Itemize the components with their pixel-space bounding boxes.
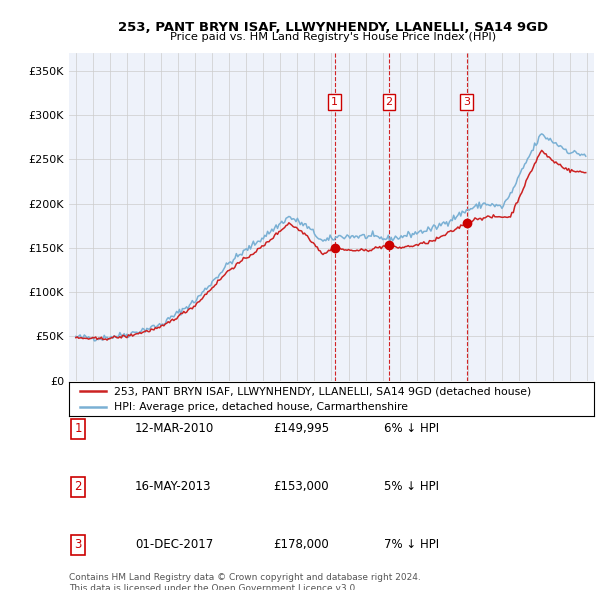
Text: 253, PANT BRYN ISAF, LLWYNHENDY, LLANELLI, SA14 9GD (detached house): 253, PANT BRYN ISAF, LLWYNHENDY, LLANELL…	[113, 386, 531, 396]
Text: £153,000: £153,000	[273, 480, 329, 493]
Text: 1: 1	[331, 97, 338, 107]
Text: 2: 2	[385, 97, 392, 107]
Text: £178,000: £178,000	[273, 538, 329, 551]
Text: 16-MAY-2013: 16-MAY-2013	[135, 480, 212, 493]
Text: 01-DEC-2017: 01-DEC-2017	[135, 538, 213, 551]
Text: HPI: Average price, detached house, Carmarthenshire: HPI: Average price, detached house, Carm…	[113, 402, 407, 412]
Text: 7% ↓ HPI: 7% ↓ HPI	[384, 538, 439, 551]
Text: 3: 3	[74, 538, 82, 551]
Text: 1: 1	[74, 422, 82, 435]
Text: 6% ↓ HPI: 6% ↓ HPI	[384, 422, 439, 435]
Text: 5% ↓ HPI: 5% ↓ HPI	[384, 480, 439, 493]
Text: £149,995: £149,995	[273, 422, 329, 435]
Text: 12-MAR-2010: 12-MAR-2010	[135, 422, 214, 435]
Text: 3: 3	[463, 97, 470, 107]
Text: Price paid vs. HM Land Registry's House Price Index (HPI): Price paid vs. HM Land Registry's House …	[170, 32, 496, 42]
Text: Contains HM Land Registry data © Crown copyright and database right 2024.
This d: Contains HM Land Registry data © Crown c…	[69, 573, 421, 590]
Text: 2: 2	[74, 480, 82, 493]
Text: 253, PANT BRYN ISAF, LLWYNHENDY, LLANELLI, SA14 9GD: 253, PANT BRYN ISAF, LLWYNHENDY, LLANELL…	[118, 21, 548, 34]
